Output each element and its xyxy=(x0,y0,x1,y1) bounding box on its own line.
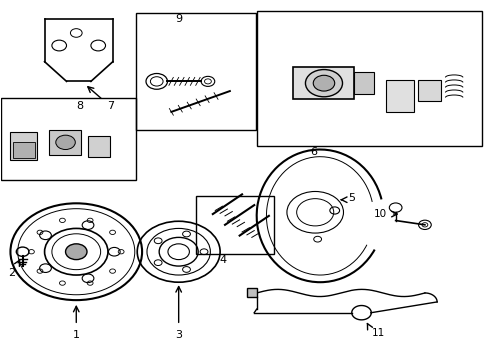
Bar xyxy=(195,196,273,253)
Bar xyxy=(256,12,481,146)
Text: 10: 10 xyxy=(373,209,386,219)
Bar xyxy=(246,288,256,297)
Circle shape xyxy=(305,69,342,97)
Bar xyxy=(49,130,81,155)
Text: 3: 3 xyxy=(175,330,182,340)
Text: 5: 5 xyxy=(347,193,354,203)
Text: 9: 9 xyxy=(175,14,182,24)
Bar xyxy=(293,67,353,99)
Text: 1: 1 xyxy=(73,330,80,340)
Bar xyxy=(385,80,413,112)
Bar xyxy=(0,98,136,180)
Text: 2: 2 xyxy=(8,268,15,278)
Text: 11: 11 xyxy=(371,328,385,338)
Bar xyxy=(136,13,255,130)
Bar xyxy=(417,80,440,101)
Text: 8: 8 xyxy=(76,101,83,111)
Text: 7: 7 xyxy=(107,101,114,111)
Bar xyxy=(353,72,373,94)
Circle shape xyxy=(313,75,334,91)
Circle shape xyxy=(56,135,75,149)
Bar xyxy=(88,136,110,157)
Circle shape xyxy=(65,244,87,260)
Bar xyxy=(10,132,37,160)
Text: 4: 4 xyxy=(219,255,225,265)
Text: 6: 6 xyxy=(310,147,317,157)
Bar xyxy=(13,142,35,158)
